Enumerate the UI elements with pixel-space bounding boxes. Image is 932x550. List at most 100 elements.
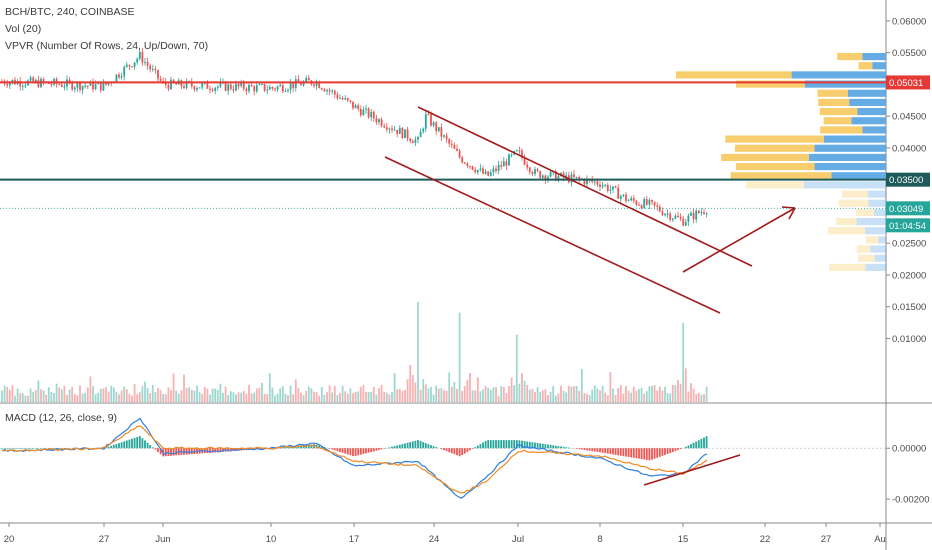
vpvr-legend[interactable]: VPVR (Number Of Rows, 24, Up/Down, 70) <box>5 40 209 52</box>
candle-body <box>201 83 204 88</box>
macd-histogram-bar <box>450 448 453 454</box>
volume-profile-down <box>856 245 871 253</box>
volume-bar <box>484 386 487 402</box>
macd-histogram-bar <box>557 446 560 449</box>
volume-bar <box>422 379 425 402</box>
volume-bar <box>105 387 107 402</box>
candle-body <box>606 184 609 191</box>
macd-histogram-bar <box>136 436 139 449</box>
candle-body <box>604 184 607 186</box>
price-tick-label: 0.04000 <box>892 143 926 154</box>
macd-histogram-bar <box>112 444 115 449</box>
volume-bar <box>411 374 414 402</box>
volume-bar <box>466 379 469 402</box>
volume-profile-down <box>819 108 858 116</box>
volume-profile-down <box>835 218 857 226</box>
volume-bar <box>188 387 191 402</box>
macd-histogram-bar <box>131 438 133 449</box>
macd-histogram-bar <box>674 448 677 452</box>
macd-histogram-bar <box>599 448 601 453</box>
candle-body <box>521 150 523 158</box>
candle-body <box>131 66 133 68</box>
candle-body <box>635 200 638 205</box>
candle-body <box>250 84 253 87</box>
volume-profile-down <box>856 208 875 216</box>
macd-histogram-bar <box>287 446 289 449</box>
volume-bar <box>292 394 295 402</box>
candle-body <box>331 90 334 92</box>
candle-body <box>224 81 227 91</box>
macd-histogram-bar <box>705 436 708 449</box>
candle-body <box>313 84 315 86</box>
candle-body <box>562 172 565 178</box>
candle-body <box>76 82 79 88</box>
volume-profile-up <box>857 108 886 116</box>
macd-histogram-bar <box>144 440 146 449</box>
volume-profile-up <box>851 117 886 125</box>
candle-body <box>679 217 682 219</box>
macd-histogram-bar <box>45 448 48 449</box>
candle-body <box>151 68 154 70</box>
macd-histogram-bar <box>138 436 141 449</box>
volume-bar <box>255 388 258 402</box>
macd-histogram-bar <box>435 447 438 449</box>
volume-bar <box>261 382 263 402</box>
macd-histogram-bar <box>375 448 378 451</box>
candle-body <box>557 175 560 181</box>
candle-body <box>242 82 245 89</box>
macd-histogram-bar <box>653 448 656 459</box>
macd-histogram-bar <box>526 441 529 449</box>
volume-bar <box>164 394 167 402</box>
volume-bar <box>133 384 136 402</box>
volume-bar <box>242 391 245 402</box>
candle-body <box>378 119 380 123</box>
macd-histogram-bar <box>409 442 412 449</box>
macd-histogram-bar <box>677 448 679 451</box>
volume-bar <box>232 392 235 402</box>
candle-body <box>692 212 695 220</box>
volume-bar <box>638 388 640 402</box>
macd-histogram-bar <box>453 448 456 455</box>
volume-bar <box>497 395 500 402</box>
symbol-legend[interactable]: BCH/BTC, 240, COINBASE <box>5 6 135 18</box>
support-price-badge-label: 0.03500 <box>889 175 923 186</box>
candle-body <box>63 86 66 88</box>
macd-histogram-bar <box>614 448 617 455</box>
volume-profile-down <box>736 80 805 88</box>
macd-histogram-bar <box>534 442 536 449</box>
volume-bar <box>401 390 404 402</box>
macd-histogram-bar <box>185 448 188 455</box>
candle-body <box>294 79 297 89</box>
volume-bar <box>661 390 664 402</box>
macd-histogram-bar <box>476 445 479 449</box>
candle-body <box>352 101 354 109</box>
volume-bar <box>279 388 282 402</box>
macd-histogram-bar <box>133 437 136 449</box>
macd-histogram-bar <box>344 448 347 454</box>
volume-bar <box>687 391 690 402</box>
macd-legend[interactable]: MACD (12, 26, close, 9) <box>5 412 118 424</box>
volume-legend[interactable]: Vol (20) <box>5 23 42 35</box>
candle-body <box>495 168 497 171</box>
candle-body <box>287 89 289 91</box>
volume-bar <box>97 392 100 402</box>
candle-body <box>456 148 458 151</box>
volume-bar <box>281 386 284 402</box>
volume-bar <box>599 390 601 402</box>
candle-body <box>344 98 347 100</box>
volume-bar <box>586 394 588 402</box>
volume-bar <box>248 384 250 402</box>
volume-bar <box>167 387 170 402</box>
volume-profile-up <box>862 126 886 134</box>
volume-bar <box>146 387 149 402</box>
volume-bar <box>276 393 279 402</box>
candle-body <box>640 205 643 208</box>
candle-body <box>664 213 666 216</box>
price-tick-label: 0.01000 <box>892 334 926 345</box>
volume-bar <box>518 383 521 402</box>
volume-bar <box>21 393 24 402</box>
volume-bar <box>648 386 651 402</box>
candle-body <box>599 184 601 187</box>
macd-histogram-bar <box>523 441 526 449</box>
